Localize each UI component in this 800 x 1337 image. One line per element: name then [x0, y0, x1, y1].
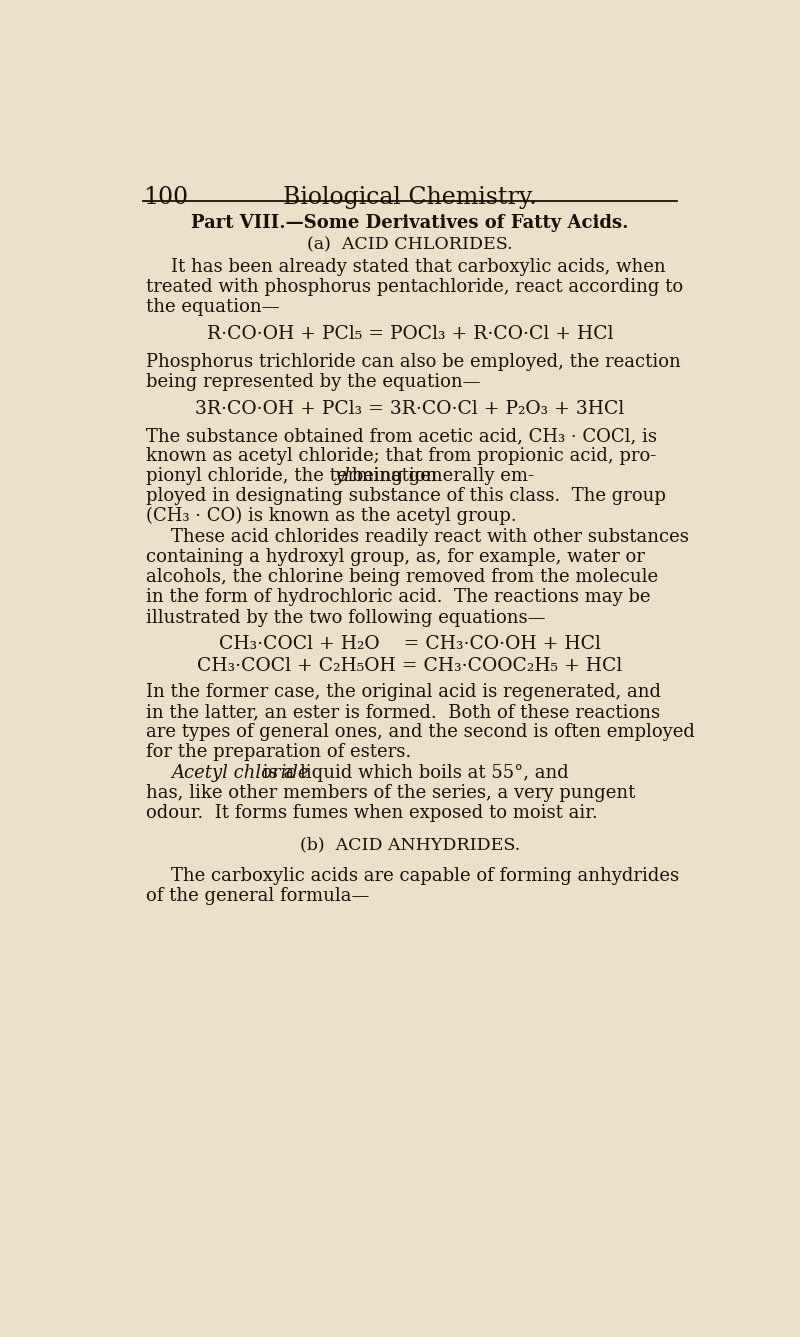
Text: Biological Chemistry.: Biological Chemistry. — [283, 186, 537, 209]
Text: has, like other members of the series, a very pungent: has, like other members of the series, a… — [146, 785, 636, 802]
Text: alcohols, the chlorine being removed from the molecule: alcohols, the chlorine being removed fro… — [146, 568, 658, 587]
Text: CH₃·COCl + C₂H₅OH = CH₃·COOC₂H₅ + HCl: CH₃·COCl + C₂H₅OH = CH₃·COOC₂H₅ + HCl — [198, 656, 622, 675]
Text: The carboxylic acids are capable of forming anhydrides: The carboxylic acids are capable of form… — [171, 866, 679, 885]
Text: known as acetyl chloride; that from propionic acid, pro-: known as acetyl chloride; that from prop… — [146, 447, 657, 465]
Text: R·CO·OH + PCl₅ = POCl₃ + R·CO·Cl + HCl: R·CO·OH + PCl₅ = POCl₃ + R·CO·Cl + HCl — [206, 325, 614, 344]
Text: CH₃·COCl + H₂O    = CH₃·CO·OH + HCl: CH₃·COCl + H₂O = CH₃·CO·OH + HCl — [219, 635, 601, 652]
Text: (b)  ACID ANHYDRIDES.: (b) ACID ANHYDRIDES. — [300, 837, 520, 853]
Text: ployed in designating substance of this class.  The group: ployed in designating substance of this … — [146, 487, 666, 505]
Text: pionyl chloride, the termination: pionyl chloride, the termination — [146, 467, 443, 485]
Text: 3R·CO·OH + PCl₃ = 3R·CO·Cl + P₂O₃ + 3HCl: 3R·CO·OH + PCl₃ = 3R·CO·Cl + P₂O₃ + 3HCl — [195, 400, 625, 417]
Text: Phosphorus trichloride can also be employed, the reaction: Phosphorus trichloride can also be emplo… — [146, 353, 682, 370]
Text: These acid chlorides readily react with other substances: These acid chlorides readily react with … — [171, 528, 689, 547]
Text: in the latter, an ester is formed.  Both of these reactions: in the latter, an ester is formed. Both … — [146, 703, 661, 721]
Text: It has been already stated that carboxylic acids, when: It has been already stated that carboxyl… — [171, 258, 666, 277]
Text: The substance obtained from acetic acid, CH₃ · COCl, is: The substance obtained from acetic acid,… — [146, 427, 658, 445]
Text: (CH₃ · CO) is known as the acetyl group.: (CH₃ · CO) is known as the acetyl group. — [146, 507, 517, 525]
Text: Part VIII.—Some Derivatives of Fatty Acids.: Part VIII.—Some Derivatives of Fatty Aci… — [191, 214, 629, 233]
Text: being generally em-: being generally em- — [346, 467, 534, 485]
Text: yl: yl — [334, 467, 350, 485]
Text: are types of general ones, and the second is often employed: are types of general ones, and the secon… — [146, 723, 695, 741]
Text: illustrated by the two following equations—: illustrated by the two following equatio… — [146, 608, 546, 627]
Text: 100: 100 — [143, 186, 189, 209]
Text: treated with phosphorus pentachloride, react according to: treated with phosphorus pentachloride, r… — [146, 278, 684, 297]
Text: in the form of hydrochloric acid.  The reactions may be: in the form of hydrochloric acid. The re… — [146, 588, 651, 607]
Text: being represented by the equation—: being represented by the equation— — [146, 373, 481, 390]
Text: (a)  ACID CHLORIDES.: (a) ACID CHLORIDES. — [307, 237, 513, 254]
Text: odour.  It forms fumes when exposed to moist air.: odour. It forms fumes when exposed to mo… — [146, 805, 598, 822]
Text: is a liquid which boils at 55°, and: is a liquid which boils at 55°, and — [257, 765, 569, 782]
Text: for the preparation of esters.: for the preparation of esters. — [146, 743, 412, 761]
Text: of the general formula—: of the general formula— — [146, 886, 370, 905]
Text: the equation—: the equation— — [146, 298, 280, 317]
Text: In the former case, the original acid is regenerated, and: In the former case, the original acid is… — [146, 683, 662, 701]
Text: containing a hydroxyl group, as, for example, water or: containing a hydroxyl group, as, for exa… — [146, 548, 646, 567]
Text: Acetyl chloride: Acetyl chloride — [171, 765, 309, 782]
